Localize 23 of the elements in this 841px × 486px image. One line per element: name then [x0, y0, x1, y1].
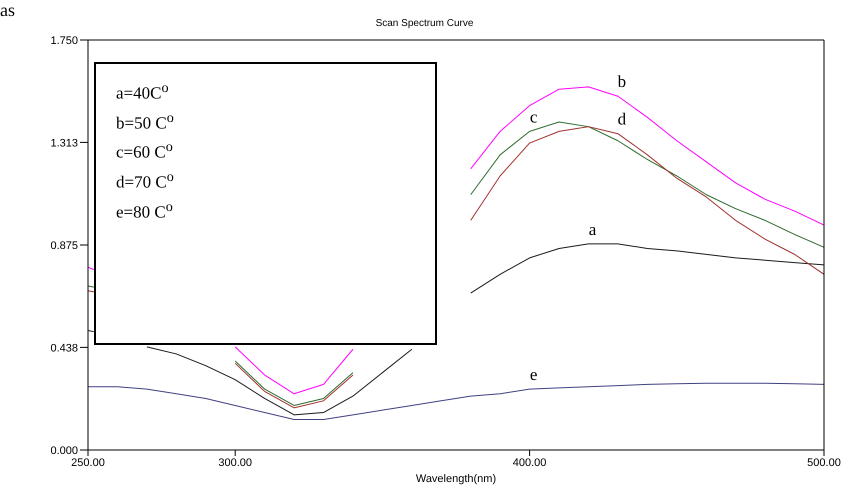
text: as — [0, 0, 15, 21]
line-series — [88, 382, 824, 420]
annotation: b — [618, 72, 626, 92]
annotation: e — [530, 364, 538, 384]
x-tick-label: 300.00 — [218, 456, 252, 469]
x-tick-label: 250.00 — [71, 456, 105, 469]
y-tick-label: 1.750 — [50, 34, 78, 47]
annotation: d=70 C$^{o}$ — [116, 168, 175, 194]
chart-title: Scan Spectrum Curve — [376, 18, 474, 29]
y-tick-label: 0.438 — [50, 342, 78, 354]
annotation: d — [618, 110, 627, 129]
annotation: a=40C$^{o}$ — [116, 79, 170, 105]
x-tick-label: 400.00 — [512, 456, 546, 469]
x-tick-label: 500.00 — [807, 456, 841, 469]
annotation: c=60 C$^{o}$ — [116, 138, 174, 164]
annotation: c — [530, 107, 538, 126]
x-axis-title: Wavelength(nm) — [416, 473, 496, 485]
annotation: a — [588, 220, 597, 239]
y-tick-label: 0.000 — [50, 444, 78, 457]
y-tick-label: 0.875 — [50, 240, 78, 252]
annotation: e=80 C$^{o}$ — [116, 198, 174, 224]
y-tick-label: 1.313 — [50, 137, 78, 150]
annotation: b=50 C$^{o}$ — [116, 108, 175, 134]
